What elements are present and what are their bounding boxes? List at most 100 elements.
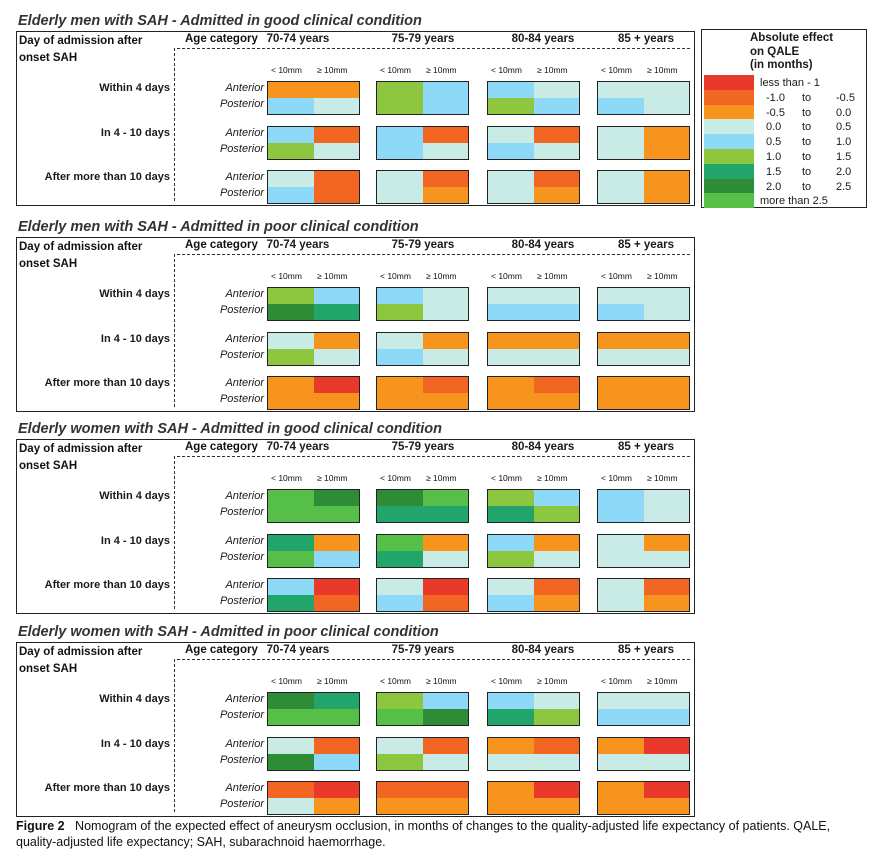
heatmap-cell xyxy=(644,143,689,159)
heatmap-block xyxy=(376,126,469,160)
heatmap-cell xyxy=(488,333,534,349)
heatmap-block xyxy=(487,781,580,815)
heatmap-cell xyxy=(488,782,534,798)
legend-swatch xyxy=(704,75,754,90)
heatmap-cell xyxy=(488,98,534,114)
panel-title: Elderly men with SAH - Admitted in poor … xyxy=(18,219,419,235)
heatmap-cell xyxy=(314,171,359,187)
aneurysm-size-label: < 10mm xyxy=(601,473,632,483)
heatmap-cell xyxy=(598,127,644,143)
heatmap-cell xyxy=(423,535,468,551)
heatmap-cell xyxy=(534,171,579,187)
heatmap-block xyxy=(487,332,580,366)
heatmap-cell xyxy=(644,349,689,365)
heatmap-block xyxy=(487,578,580,612)
aneurysm-size-label: ≥ 10mm xyxy=(426,65,457,75)
heatmap-cell xyxy=(534,595,579,611)
heatmap-cell xyxy=(598,304,644,320)
age-category-label: 85 + years xyxy=(618,441,674,453)
legend-label: more than 2.5 xyxy=(760,195,828,208)
legend-swatch xyxy=(704,163,754,179)
dashed-divider-top xyxy=(177,254,690,255)
heatmap-cell xyxy=(268,709,314,725)
heatmap-cell xyxy=(488,349,534,365)
heatmap-cell xyxy=(534,393,579,409)
heatmap-cell xyxy=(268,349,314,365)
aneurysm-size-label: ≥ 10mm xyxy=(537,676,568,686)
location-label: Posterior xyxy=(219,506,264,518)
heatmap-cell xyxy=(314,535,359,551)
heatmap-cell xyxy=(598,377,644,393)
legend-range-high: 0.5 xyxy=(836,121,852,134)
age-category-label: 80-84 years xyxy=(511,644,575,656)
heatmap-cell xyxy=(314,709,359,725)
panel-frame: Day of admission after onset SAH Age cate… xyxy=(16,237,695,412)
legend-row: 0.0 to 0.5 xyxy=(704,119,864,135)
row-header: Day of admission after onset SAH xyxy=(19,443,143,472)
heatmap-block xyxy=(597,376,690,410)
heatmap-cell xyxy=(314,127,359,143)
heatmap-cell xyxy=(488,595,534,611)
legend-row: 2.0 to 2.5 xyxy=(704,178,864,195)
heatmap-cell xyxy=(644,506,689,522)
row-header: Day of admission after onset SAH xyxy=(19,35,143,64)
heatmap-block xyxy=(487,287,580,321)
location-label: Anterior xyxy=(225,579,264,591)
admission-timing-label: Within 4 days xyxy=(99,693,170,705)
location-label: Anterior xyxy=(225,82,264,94)
legend-swatch xyxy=(704,89,754,105)
heatmap-cell xyxy=(534,349,579,365)
aneurysm-size-label: ≥ 10mm xyxy=(317,65,348,75)
heatmap-cell xyxy=(314,98,359,114)
legend-range-high: 1.5 xyxy=(836,151,852,163)
heatmap-cell xyxy=(644,551,689,567)
heatmap-cell xyxy=(534,709,579,725)
legend-range-low: 0.0 xyxy=(766,121,782,134)
column-header: Age category xyxy=(185,33,258,45)
location-label: Posterior xyxy=(219,187,264,199)
heatmap-cell xyxy=(423,333,468,349)
heatmap-block xyxy=(376,332,469,366)
age-category-label: 85 + years xyxy=(618,644,674,656)
heatmap-cell xyxy=(644,798,689,814)
dashed-divider-top xyxy=(177,48,690,49)
heatmap-cell xyxy=(268,288,314,304)
heatmap-cell xyxy=(534,304,579,320)
location-label: Posterior xyxy=(219,709,264,721)
legend-row: 1.0 to 1.5 xyxy=(704,149,864,165)
heatmap-block xyxy=(487,126,580,160)
heatmap-cell xyxy=(534,693,579,709)
heatmap-cell xyxy=(377,754,423,770)
aneurysm-size-label: ≥ 10mm xyxy=(317,473,348,483)
legend-swatch xyxy=(704,134,754,150)
legend-range-high: 0.0 xyxy=(836,106,852,119)
heatmap-cell xyxy=(314,551,359,567)
legend-title-line: (in months) xyxy=(750,59,813,71)
heatmap-cell xyxy=(377,82,423,98)
heatmap-cell xyxy=(488,393,534,409)
heatmap-block xyxy=(487,170,580,204)
aneurysm-size-label: ≥ 10mm xyxy=(317,676,348,686)
aneurysm-size-label: ≥ 10mm xyxy=(426,271,457,281)
heatmap-block xyxy=(267,737,360,771)
heatmap-cell xyxy=(598,171,644,187)
aneurysm-size-label: < 10mm xyxy=(271,65,302,75)
heatmap-cell xyxy=(598,349,644,365)
heatmap-block xyxy=(597,332,690,366)
heatmap-cell xyxy=(644,288,689,304)
heatmap-cell xyxy=(268,333,314,349)
heatmap-cell xyxy=(644,393,689,409)
heatmap-block xyxy=(267,534,360,568)
admission-timing-label: After more than 10 days xyxy=(44,579,170,591)
heatmap-cell xyxy=(423,738,468,754)
heatmap-block xyxy=(597,781,690,815)
aneurysm-size-label: ≥ 10mm xyxy=(317,271,348,281)
heatmap-cell xyxy=(644,377,689,393)
heatmap-cell xyxy=(423,579,468,595)
legend-title-line: on QALE xyxy=(750,45,800,58)
heatmap-cell xyxy=(488,127,534,143)
dashed-divider-top xyxy=(177,659,690,660)
figure-caption: Figure 2 Nomogram of the expected effect… xyxy=(16,818,866,850)
heatmap-block xyxy=(376,737,469,771)
heatmap-cell xyxy=(268,506,314,522)
